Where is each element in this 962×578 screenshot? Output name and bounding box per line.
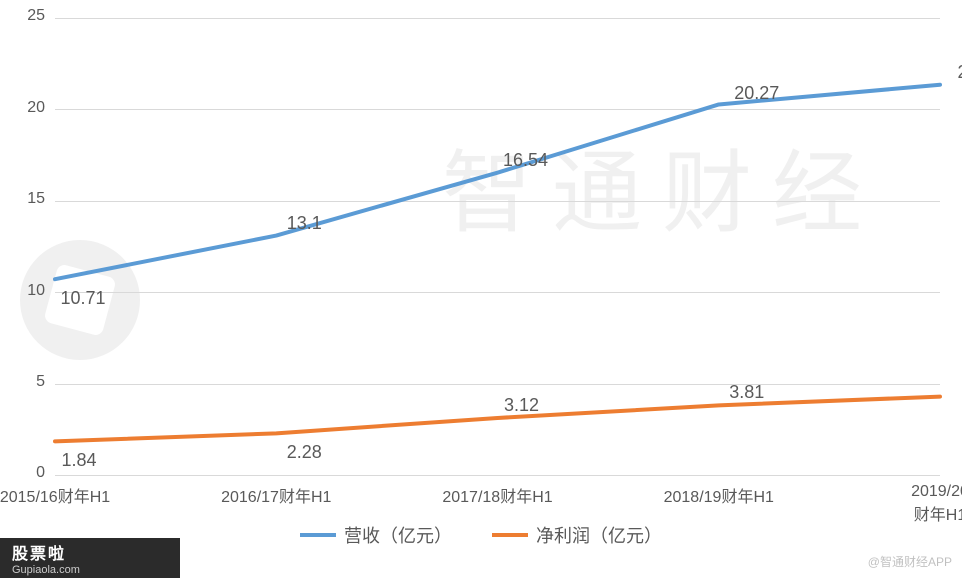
footer-left-cn: 股票啦 xyxy=(12,540,180,564)
data-label: 10.71 xyxy=(60,288,105,309)
data-label: 3.12 xyxy=(504,395,539,416)
data-label: 20.27 xyxy=(734,83,779,104)
footer-left-logo: 股票啦 Gupiaola.com xyxy=(0,538,180,578)
data-label: 3.81 xyxy=(729,382,764,403)
footer-right-credit: @智通财经APP xyxy=(868,553,952,570)
series-line xyxy=(55,85,940,279)
data-label: 21.35 xyxy=(957,62,962,83)
data-label: 13.1 xyxy=(287,213,322,234)
legend-swatch xyxy=(492,533,528,537)
data-label: 16.54 xyxy=(503,150,548,171)
series-line xyxy=(55,397,940,442)
legend-text: 净利润（亿元） xyxy=(536,522,662,548)
legend-item: 净利润（亿元） xyxy=(492,522,662,548)
legend-swatch xyxy=(300,533,336,537)
data-label: 1.84 xyxy=(61,450,96,471)
legend-text: 营收（亿元） xyxy=(344,522,452,548)
chart-lines xyxy=(0,0,962,578)
legend-item: 营收（亿元） xyxy=(300,522,452,548)
data-label: 2.28 xyxy=(287,442,322,463)
chart-container: 智通财经 0510152025 2015/16财年H12016/17财年H120… xyxy=(0,0,962,578)
footer-left-en: Gupiaola.com xyxy=(12,564,180,576)
